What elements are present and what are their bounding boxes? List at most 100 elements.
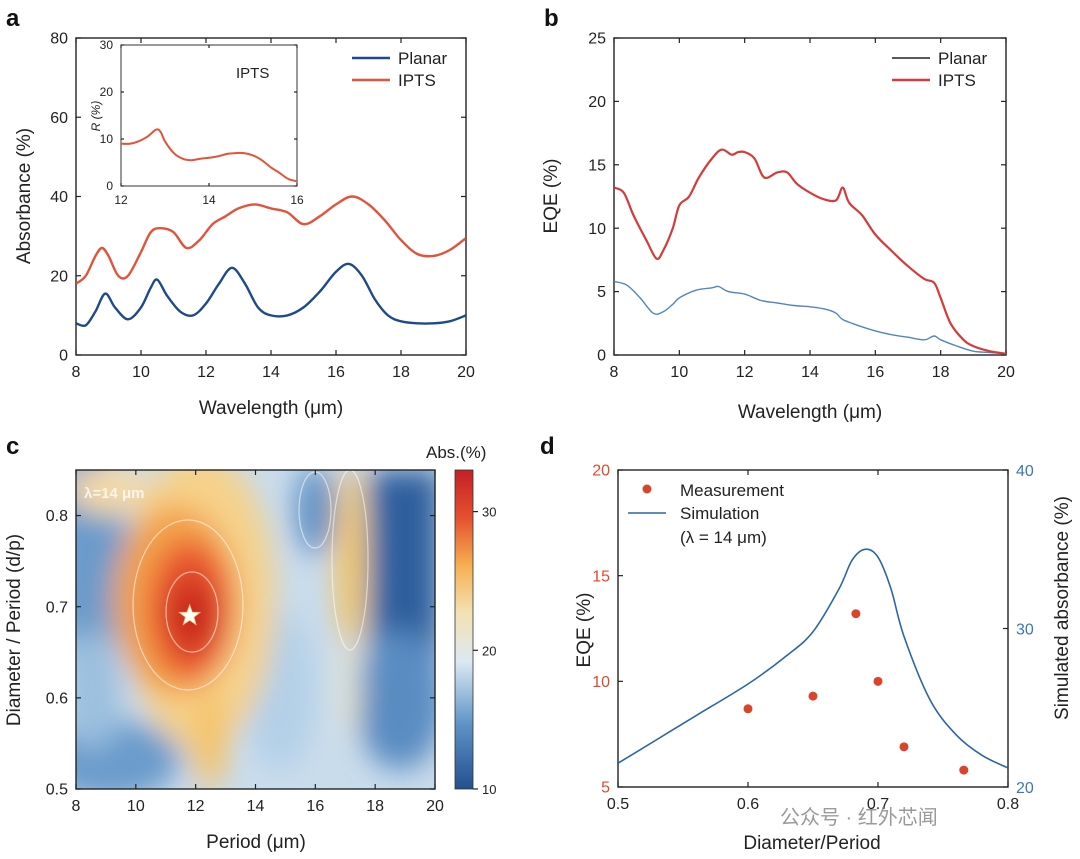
y-tick-label: 0.8 [46, 508, 68, 525]
legend-swatch-measurement [642, 484, 652, 494]
x-tick-label: 10 [670, 364, 688, 381]
colorbar: 10 20 30 Abs.(%) [426, 443, 496, 797]
measurement-point [851, 609, 861, 619]
panel-a-label: a [6, 5, 20, 32]
plot-frame [617, 469, 1009, 788]
panel-c-label: c [6, 433, 19, 460]
y-right-tick-label: 40 [1016, 463, 1034, 480]
panel-a: a 8 10 12 14 16 18 20 0 20 40 60 80 Wavelength (μm)… [6, 5, 475, 419]
colorbar-title: Abs.(%) [426, 443, 486, 462]
x-tick-label: 20 [426, 798, 444, 815]
panel-a-legend: Planar IPTS [352, 49, 447, 90]
panel-b-label: b [544, 5, 559, 32]
y-tick-label: 5 [597, 284, 606, 301]
y-tick-label: 20 [100, 85, 114, 99]
x-tick-label: 10 [127, 798, 145, 815]
panel-b-series [614, 148, 1006, 355]
colorbar-ticks: 10 20 30 [473, 505, 496, 797]
inset-axes: 12 14 16 0 10 20 30 [100, 38, 304, 207]
inset-ylabel: R (%) [89, 101, 103, 132]
contour-line [132, 519, 244, 691]
contour-line [331, 470, 369, 651]
legend-label-ipts: IPTS [938, 71, 976, 90]
panel-c-xlabel: Period (μm) [206, 832, 306, 853]
x-tick-label: 14 [262, 364, 280, 381]
colorbar-tick-label: 10 [482, 782, 496, 797]
x-tick-label: 8 [72, 798, 81, 815]
watermark: 公众号 · 红外芯闻 [780, 806, 938, 829]
colorbar-tick-label: 20 [482, 643, 496, 658]
panel-d-xlabel: Diameter/Period [743, 833, 880, 854]
y-tick-label: 10 [588, 221, 606, 238]
y-tick-label: 0.6 [46, 690, 68, 707]
peak-star-marker [178, 603, 202, 626]
y-tick-label: 0 [106, 179, 113, 193]
panel-d-label: d [540, 433, 555, 460]
heatmap-annotation: λ=14 μm [84, 485, 144, 502]
legend-label-planar: Planar [938, 49, 987, 68]
x-tick-label: 12 [736, 364, 754, 381]
legend-label-measurement: Measurement [680, 481, 784, 500]
panel-d: d 0.5 0.6 0.7 0.8 5 10 15 20 20 30 40 Diameter/Per… [540, 433, 1073, 854]
x-tick-label: 18 [392, 364, 410, 381]
series-line-ipts [614, 148, 1006, 355]
y-tick-label: 40 [50, 189, 68, 206]
inset-frame [120, 44, 298, 187]
simulation-line [618, 548, 1008, 769]
legend-label-ipts: IPTS [398, 71, 436, 90]
panel-a-series [76, 195, 466, 328]
series-line-planar [614, 280, 1006, 355]
panel-d-ylabel-right: Simulated absorbance (%) [1052, 496, 1073, 720]
panel-a-inset: 12 14 16 0 10 20 30 IPTS R (%) [89, 38, 304, 207]
y-tick-label: 20 [588, 94, 606, 111]
heatmap-contours [132, 470, 369, 691]
panel-b-axes: 8 10 12 14 16 18 20 0 5 10 15 20 25 [588, 31, 1015, 381]
panel-d-series [618, 548, 1008, 775]
y-tick-label: 10 [100, 132, 114, 146]
y-right-tick-label: 30 [1016, 622, 1034, 639]
y-tick-label: 0 [59, 348, 68, 365]
y-tick-label: 20 [50, 268, 68, 285]
x-tick-label: 20 [457, 364, 475, 381]
heatmap-region [340, 640, 360, 740]
panel-a-ylabel: Absorbance (%) [14, 128, 35, 264]
measurement-point [808, 691, 818, 701]
colorbar-gradient [454, 469, 474, 790]
panel-c-ylabel: Diameter / Period (d/p) [4, 534, 25, 726]
panel-b: b 8 10 12 14 16 18 20 0 5 10 15 20 25 Wavelength (μm… [541, 5, 1015, 423]
heatmap-region [295, 470, 335, 555]
legend-label-planar: Planar [398, 49, 447, 68]
panel-d-axes: 0.5 0.6 0.7 0.8 5 10 15 20 20 30 40 [592, 463, 1034, 813]
x-tick-label: 18 [366, 798, 384, 815]
x-tick-label: 12 [187, 798, 205, 815]
x-tick-label: 16 [866, 364, 884, 381]
contour-line [165, 571, 219, 653]
x-tick-label: 16 [327, 364, 345, 381]
y-tick-label: 15 [592, 568, 610, 585]
panel-b-legend: Planar IPTS [892, 49, 987, 90]
measurement-point [899, 742, 909, 752]
x-tick-label: 16 [306, 798, 324, 815]
y-tick-label: 0 [597, 348, 606, 365]
x-tick-label: 0.5 [607, 796, 629, 813]
x-tick-label: 16 [290, 193, 304, 207]
measurement-point [873, 676, 883, 686]
x-tick-label: 12 [114, 193, 128, 207]
y-tick-label: 80 [50, 31, 68, 48]
panel-b-ylabel: EQE (%) [541, 159, 562, 234]
inset-series [121, 128, 297, 183]
panel-a-xlabel: Wavelength (μm) [199, 398, 343, 419]
x-tick-label: 0.6 [737, 796, 759, 813]
legend-label-wavelength: (λ = 14 μm) [680, 528, 767, 547]
measurement-point [959, 765, 969, 775]
heatmap-region [76, 470, 128, 680]
heatmap-region [192, 690, 228, 789]
panel-c-axes: 8 10 12 14 16 18 20 0.5 0.6 0.7 0.8 [46, 470, 444, 815]
series-line-ipts [76, 195, 466, 285]
heatmap-region [355, 630, 435, 770]
heatmap-region [76, 470, 148, 515]
panel-d-legend: Measurement Simulation (λ = 14 μm) [628, 481, 784, 547]
y-tick-label: 0.5 [46, 782, 68, 799]
x-tick-label: 12 [197, 364, 215, 381]
